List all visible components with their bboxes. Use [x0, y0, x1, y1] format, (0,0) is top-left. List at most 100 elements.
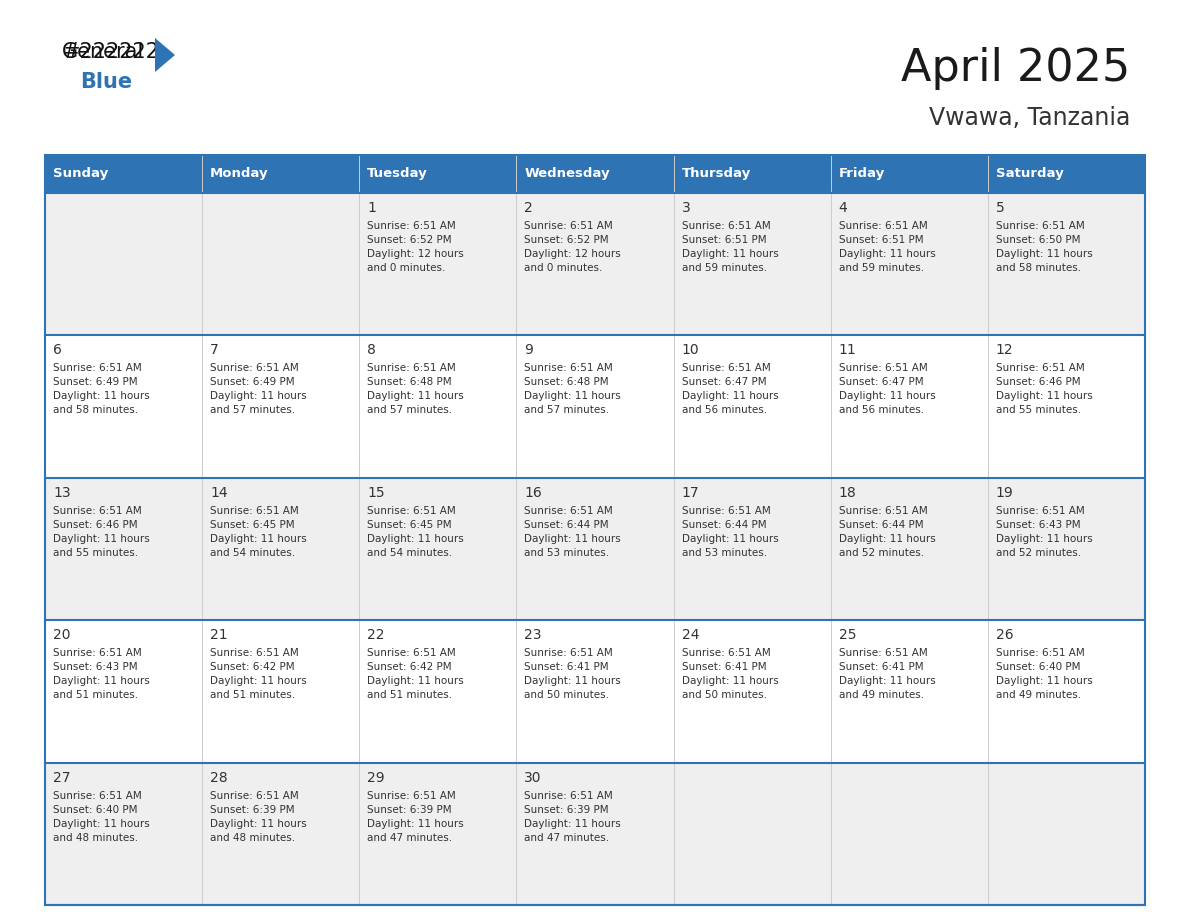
Bar [359, 477, 517, 621]
Text: #222222: #222222 [62, 42, 159, 62]
Text: 27: 27 [53, 770, 70, 785]
Text: Sunrise: 6:51 AM
Sunset: 6:49 PM
Daylight: 11 hours
and 58 minutes.: Sunrise: 6:51 AM Sunset: 6:49 PM Dayligh… [53, 364, 150, 416]
Text: 10: 10 [682, 343, 700, 357]
Text: Friday: Friday [839, 167, 885, 181]
Bar [674, 621, 830, 763]
Bar [359, 763, 517, 905]
Text: Sunrise: 6:51 AM
Sunset: 6:51 PM
Daylight: 11 hours
and 59 minutes.: Sunrise: 6:51 AM Sunset: 6:51 PM Dayligh… [682, 221, 778, 273]
Text: Blue: Blue [80, 72, 132, 92]
Bar [830, 477, 988, 621]
Bar [988, 763, 1145, 905]
Bar [45, 335, 202, 477]
Bar [202, 763, 359, 905]
Bar [517, 763, 674, 905]
Bar [45, 193, 202, 335]
Text: Sunrise: 6:51 AM
Sunset: 6:48 PM
Daylight: 11 hours
and 57 minutes.: Sunrise: 6:51 AM Sunset: 6:48 PM Dayligh… [524, 364, 621, 416]
Bar [45, 155, 202, 193]
Bar [674, 193, 830, 335]
Text: Sunrise: 6:51 AM
Sunset: 6:44 PM
Daylight: 11 hours
and 52 minutes.: Sunrise: 6:51 AM Sunset: 6:44 PM Dayligh… [839, 506, 935, 558]
Bar [674, 335, 830, 477]
Text: 6: 6 [53, 343, 62, 357]
Text: Wednesday: Wednesday [524, 167, 611, 181]
Text: Sunrise: 6:51 AM
Sunset: 6:40 PM
Daylight: 11 hours
and 49 minutes.: Sunrise: 6:51 AM Sunset: 6:40 PM Dayligh… [996, 648, 1093, 700]
Text: 29: 29 [367, 770, 385, 785]
Text: April 2025: April 2025 [901, 47, 1130, 89]
Text: Sunrise: 6:51 AM
Sunset: 6:39 PM
Daylight: 11 hours
and 47 minutes.: Sunrise: 6:51 AM Sunset: 6:39 PM Dayligh… [367, 790, 465, 843]
Text: Sunrise: 6:51 AM
Sunset: 6:48 PM
Daylight: 11 hours
and 57 minutes.: Sunrise: 6:51 AM Sunset: 6:48 PM Dayligh… [367, 364, 465, 416]
Bar [202, 621, 359, 763]
Text: Sunrise: 6:51 AM
Sunset: 6:40 PM
Daylight: 11 hours
and 48 minutes.: Sunrise: 6:51 AM Sunset: 6:40 PM Dayligh… [53, 790, 150, 843]
Bar [988, 621, 1145, 763]
Text: Sunrise: 6:51 AM
Sunset: 6:41 PM
Daylight: 11 hours
and 50 minutes.: Sunrise: 6:51 AM Sunset: 6:41 PM Dayligh… [682, 648, 778, 700]
Bar [517, 335, 674, 477]
Bar [830, 335, 988, 477]
Text: 7: 7 [210, 343, 219, 357]
Text: Monday: Monday [210, 167, 268, 181]
Text: Sunrise: 6:51 AM
Sunset: 6:52 PM
Daylight: 12 hours
and 0 minutes.: Sunrise: 6:51 AM Sunset: 6:52 PM Dayligh… [367, 221, 465, 273]
Text: 21: 21 [210, 628, 228, 643]
Bar [359, 335, 517, 477]
Text: Sunrise: 6:51 AM
Sunset: 6:50 PM
Daylight: 11 hours
and 58 minutes.: Sunrise: 6:51 AM Sunset: 6:50 PM Dayligh… [996, 221, 1093, 273]
Text: 9: 9 [524, 343, 533, 357]
Text: Saturday: Saturday [996, 167, 1063, 181]
Text: 4: 4 [839, 201, 847, 215]
Polygon shape [154, 38, 175, 72]
Bar [202, 477, 359, 621]
Text: Sunrise: 6:51 AM
Sunset: 6:52 PM
Daylight: 12 hours
and 0 minutes.: Sunrise: 6:51 AM Sunset: 6:52 PM Dayligh… [524, 221, 621, 273]
Text: Sunrise: 6:51 AM
Sunset: 6:42 PM
Daylight: 11 hours
and 51 minutes.: Sunrise: 6:51 AM Sunset: 6:42 PM Dayligh… [210, 648, 307, 700]
Text: 11: 11 [839, 343, 857, 357]
Bar [45, 763, 202, 905]
Bar [359, 155, 517, 193]
Text: Sunrise: 6:51 AM
Sunset: 6:47 PM
Daylight: 11 hours
and 56 minutes.: Sunrise: 6:51 AM Sunset: 6:47 PM Dayligh… [839, 364, 935, 416]
Text: 1: 1 [367, 201, 377, 215]
Bar [45, 621, 202, 763]
Bar [988, 193, 1145, 335]
Bar [517, 477, 674, 621]
Text: Sunrise: 6:51 AM
Sunset: 6:46 PM
Daylight: 11 hours
and 55 minutes.: Sunrise: 6:51 AM Sunset: 6:46 PM Dayligh… [53, 506, 150, 558]
Text: 8: 8 [367, 343, 377, 357]
Text: Sunrise: 6:51 AM
Sunset: 6:42 PM
Daylight: 11 hours
and 51 minutes.: Sunrise: 6:51 AM Sunset: 6:42 PM Dayligh… [367, 648, 465, 700]
Text: 19: 19 [996, 486, 1013, 499]
Text: 26: 26 [996, 628, 1013, 643]
Text: Sunrise: 6:51 AM
Sunset: 6:45 PM
Daylight: 11 hours
and 54 minutes.: Sunrise: 6:51 AM Sunset: 6:45 PM Dayligh… [210, 506, 307, 558]
Text: Sunrise: 6:51 AM
Sunset: 6:46 PM
Daylight: 11 hours
and 55 minutes.: Sunrise: 6:51 AM Sunset: 6:46 PM Dayligh… [996, 364, 1093, 416]
Text: Sunrise: 6:51 AM
Sunset: 6:51 PM
Daylight: 11 hours
and 59 minutes.: Sunrise: 6:51 AM Sunset: 6:51 PM Dayligh… [839, 221, 935, 273]
Bar [45, 477, 202, 621]
Text: Sunrise: 6:51 AM
Sunset: 6:44 PM
Daylight: 11 hours
and 53 minutes.: Sunrise: 6:51 AM Sunset: 6:44 PM Dayligh… [524, 506, 621, 558]
Bar [202, 335, 359, 477]
Bar [830, 193, 988, 335]
Bar [674, 763, 830, 905]
Text: 13: 13 [53, 486, 70, 499]
Text: 12: 12 [996, 343, 1013, 357]
Text: 30: 30 [524, 770, 542, 785]
Text: 24: 24 [682, 628, 699, 643]
Text: 20: 20 [53, 628, 70, 643]
Bar [830, 621, 988, 763]
Bar [988, 477, 1145, 621]
Text: Sunrise: 6:51 AM
Sunset: 6:41 PM
Daylight: 11 hours
and 50 minutes.: Sunrise: 6:51 AM Sunset: 6:41 PM Dayligh… [524, 648, 621, 700]
Bar [45, 155, 1145, 905]
Text: Sunrise: 6:51 AM
Sunset: 6:41 PM
Daylight: 11 hours
and 49 minutes.: Sunrise: 6:51 AM Sunset: 6:41 PM Dayligh… [839, 648, 935, 700]
Text: 16: 16 [524, 486, 542, 499]
Text: 28: 28 [210, 770, 228, 785]
Text: 25: 25 [839, 628, 857, 643]
Text: 17: 17 [682, 486, 700, 499]
Bar [988, 155, 1145, 193]
Text: 2: 2 [524, 201, 533, 215]
Text: 5: 5 [996, 201, 1005, 215]
Text: Sunrise: 6:51 AM
Sunset: 6:43 PM
Daylight: 11 hours
and 51 minutes.: Sunrise: 6:51 AM Sunset: 6:43 PM Dayligh… [53, 648, 150, 700]
Text: Sunrise: 6:51 AM
Sunset: 6:45 PM
Daylight: 11 hours
and 54 minutes.: Sunrise: 6:51 AM Sunset: 6:45 PM Dayligh… [367, 506, 465, 558]
Text: Sunrise: 6:51 AM
Sunset: 6:49 PM
Daylight: 11 hours
and 57 minutes.: Sunrise: 6:51 AM Sunset: 6:49 PM Dayligh… [210, 364, 307, 416]
Text: 18: 18 [839, 486, 857, 499]
Text: 14: 14 [210, 486, 228, 499]
Text: Sunrise: 6:51 AM
Sunset: 6:43 PM
Daylight: 11 hours
and 52 minutes.: Sunrise: 6:51 AM Sunset: 6:43 PM Dayligh… [996, 506, 1093, 558]
Text: 22: 22 [367, 628, 385, 643]
Text: 23: 23 [524, 628, 542, 643]
Bar [202, 193, 359, 335]
Bar [202, 155, 359, 193]
Bar [988, 335, 1145, 477]
Bar [830, 155, 988, 193]
Bar [830, 763, 988, 905]
Text: Tuesday: Tuesday [367, 167, 428, 181]
Text: 15: 15 [367, 486, 385, 499]
